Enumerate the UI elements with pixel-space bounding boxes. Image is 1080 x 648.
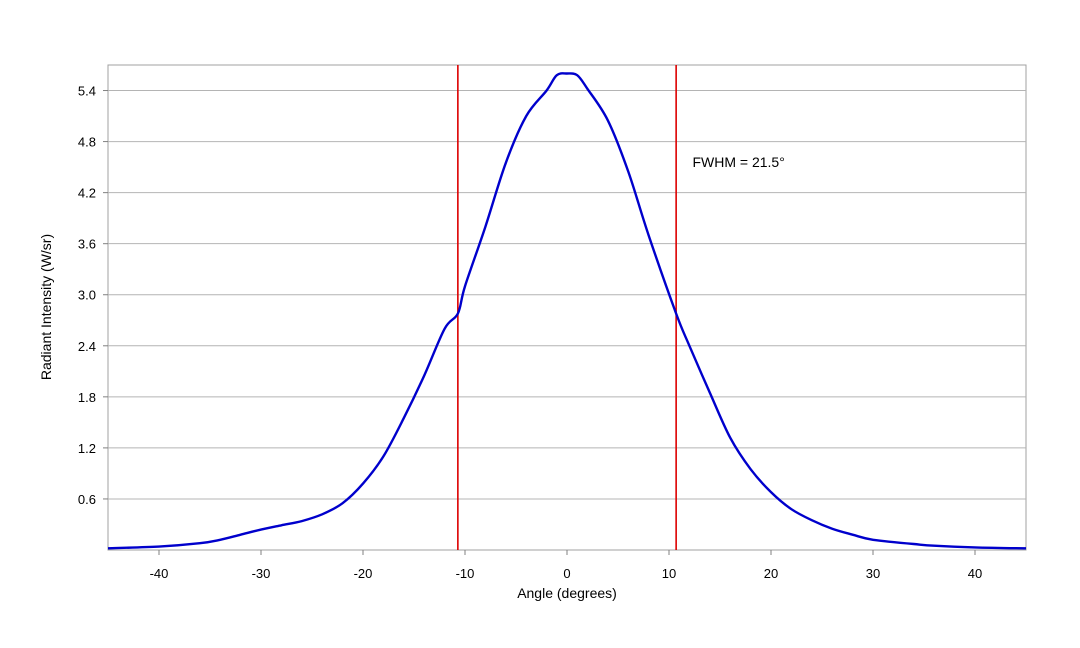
intensity-curve (107, 72, 1027, 550)
x-tick-label: 10 (662, 566, 676, 581)
x-tick-label: -40 (150, 566, 169, 581)
fwhm-markers (457, 65, 677, 550)
y-tick-label: 4.8 (78, 135, 96, 150)
annotations: FWHM = 21.5° (692, 154, 784, 170)
x-axis: -40 -30 -20 -10 0 10 20 30 40 (150, 550, 982, 581)
y-tick-label: 0.6 (78, 492, 96, 507)
x-tick-label: -10 (456, 566, 475, 581)
fwhm-annotation: FWHM = 21.5° (692, 154, 784, 170)
y-tick-label: 3.6 (78, 237, 96, 252)
x-tick-label: 30 (866, 566, 880, 581)
y-axis: 0.6 1.2 1.8 2.4 3.0 3.6 4.2 4.8 5.4 (78, 84, 108, 507)
x-tick-label: -30 (252, 566, 271, 581)
y-tick-label: 1.2 (78, 441, 96, 456)
y-axis-label: Radiant Intensity (W/sr) (38, 234, 54, 380)
y-tick-label: 2.4 (78, 339, 96, 354)
plot-area (107, 64, 1027, 551)
y-tick-label: 5.4 (78, 84, 96, 99)
y-tick-label: 4.2 (78, 186, 96, 201)
grid-lines (108, 90, 1026, 500)
y-tick-label: 1.8 (78, 390, 96, 405)
series-layer (107, 72, 1027, 550)
x-tick-label: 0 (563, 566, 570, 581)
x-axis-label: Angle (degrees) (517, 585, 617, 601)
y-tick-label: 3.0 (78, 288, 96, 303)
x-tick-label: 20 (764, 566, 778, 581)
x-tick-label: 40 (968, 566, 982, 581)
x-tick-label: -20 (354, 566, 373, 581)
